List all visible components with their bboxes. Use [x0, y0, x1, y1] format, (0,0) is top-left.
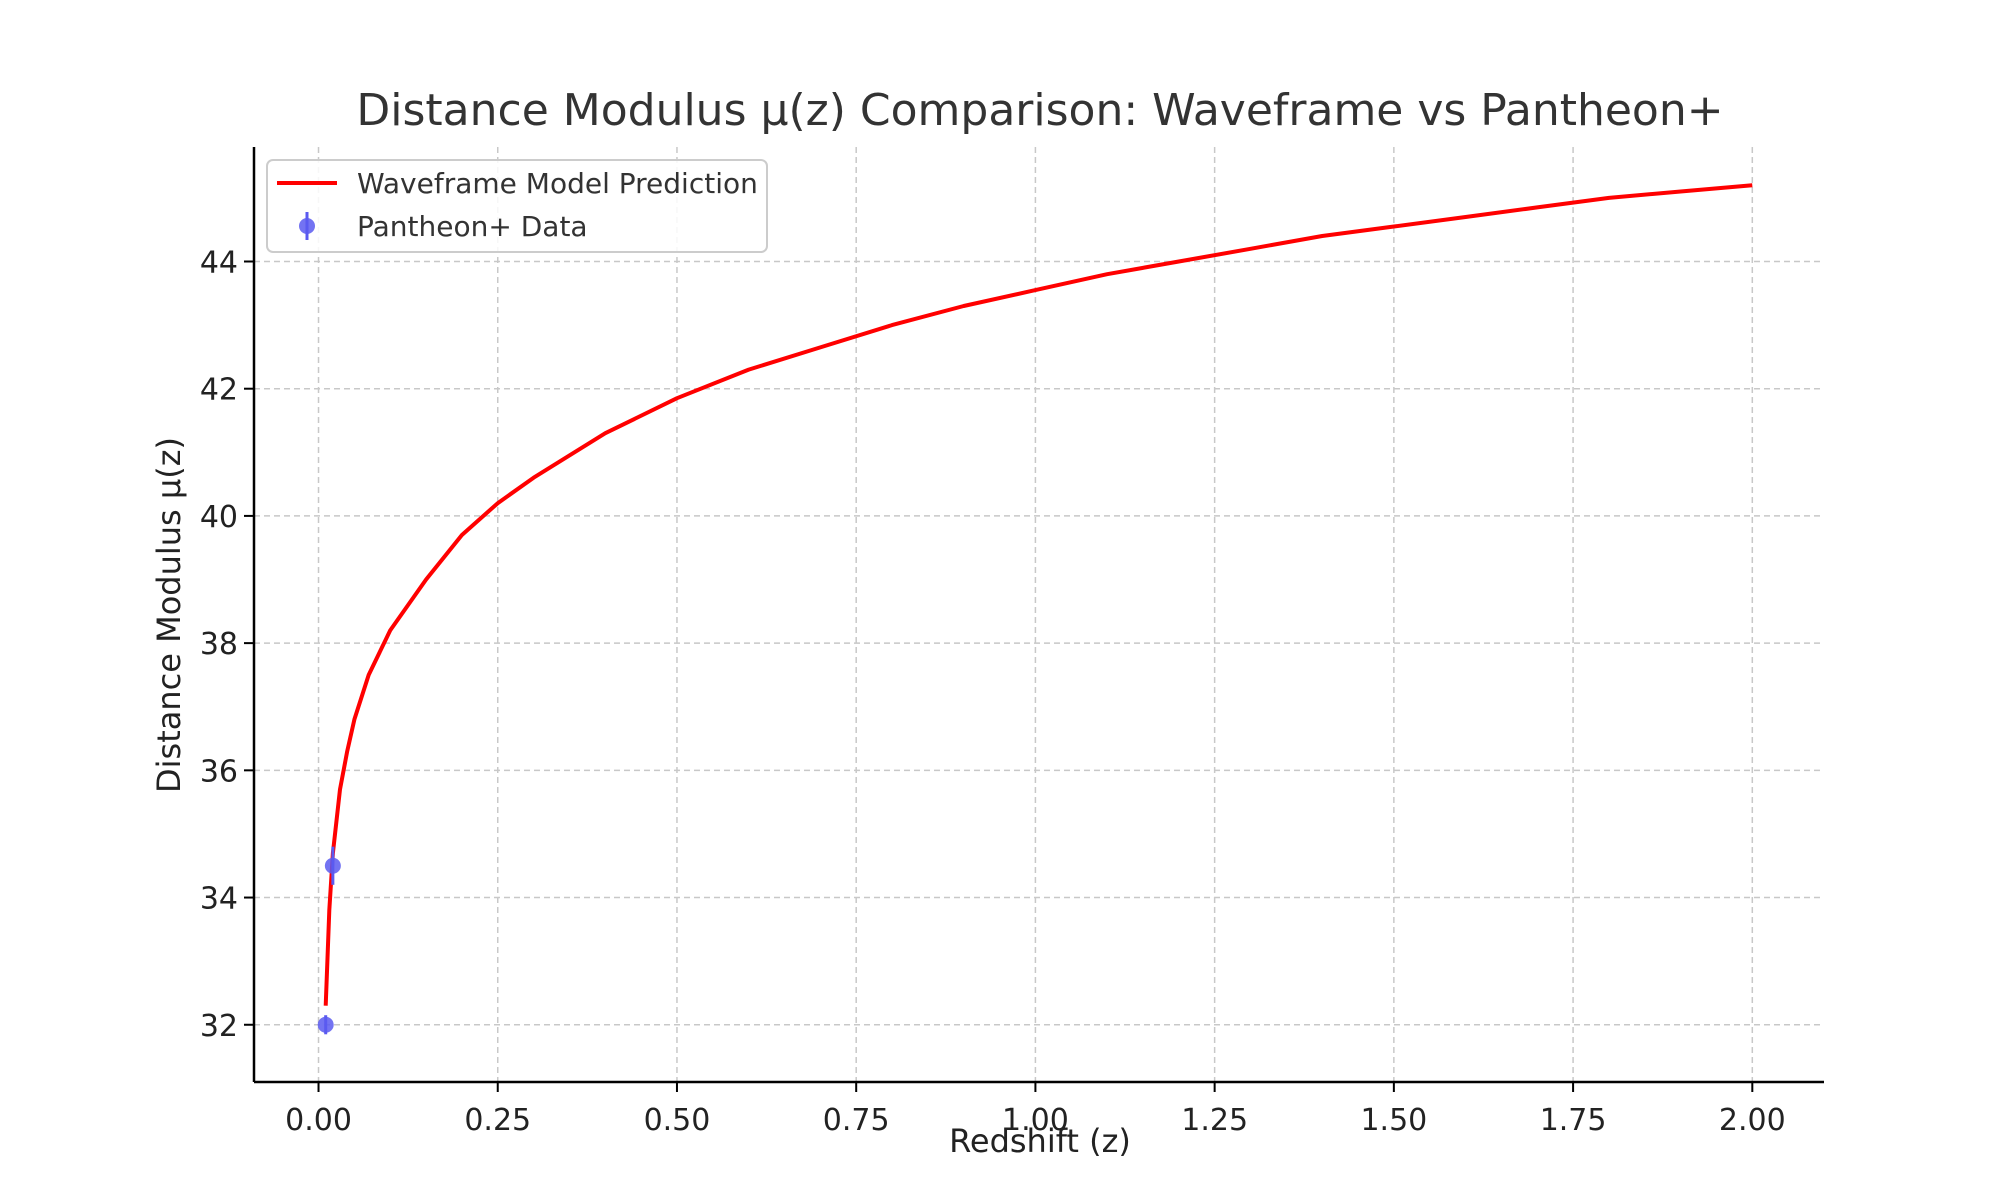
- y-tick-label: 38: [200, 627, 238, 662]
- axes-layer: 0.00 0.25 0.50 0.75 1.00 1.25 1.50 1.75 2.00 32 34…: [200, 147, 1824, 1138]
- legend-label-data: Pantheon+ Data: [357, 210, 588, 243]
- legend-marker-swatch: [299, 218, 315, 234]
- x-tick-label: 0.75: [823, 1103, 890, 1138]
- model-prediction-line: [323, 183, 1753, 1006]
- y-axis-title: Distance Modulus μ(z): [150, 437, 188, 793]
- x-axis-title: Redshift (z): [949, 1122, 1131, 1160]
- x-tick-label: 1.50: [1360, 1103, 1427, 1138]
- x-tick-label: 2.00: [1719, 1103, 1786, 1138]
- series-layer: [317, 183, 1753, 1035]
- grid-layer: [254, 147, 1824, 1082]
- data-point: [324, 857, 341, 874]
- chart-title: Distance Modulus μ(z) Comparison: Wavefr…: [356, 85, 1723, 136]
- data-point: [317, 1016, 334, 1033]
- x-tick-label: 0.50: [644, 1103, 711, 1138]
- legend: Waveframe Model Prediction Pantheon+ Dat…: [266, 159, 768, 253]
- y-tick-label: 44: [200, 245, 238, 280]
- y-tick-label: 36: [200, 754, 238, 789]
- x-tick-label: 0.25: [464, 1103, 531, 1138]
- y-tick-label: 42: [200, 373, 238, 408]
- x-tick-label: 1.00: [1002, 1103, 1069, 1138]
- y-tick-label: 34: [200, 882, 238, 917]
- x-tick-label: 0.00: [285, 1103, 352, 1138]
- legend-label-model: Waveframe Model Prediction: [357, 167, 758, 200]
- x-tick-label: 1.25: [1181, 1103, 1248, 1138]
- y-tick-label: 40: [200, 500, 238, 535]
- legend-box: [266, 159, 768, 253]
- x-tick-label: 1.75: [1540, 1103, 1607, 1138]
- y-tick-label: 32: [200, 1009, 238, 1044]
